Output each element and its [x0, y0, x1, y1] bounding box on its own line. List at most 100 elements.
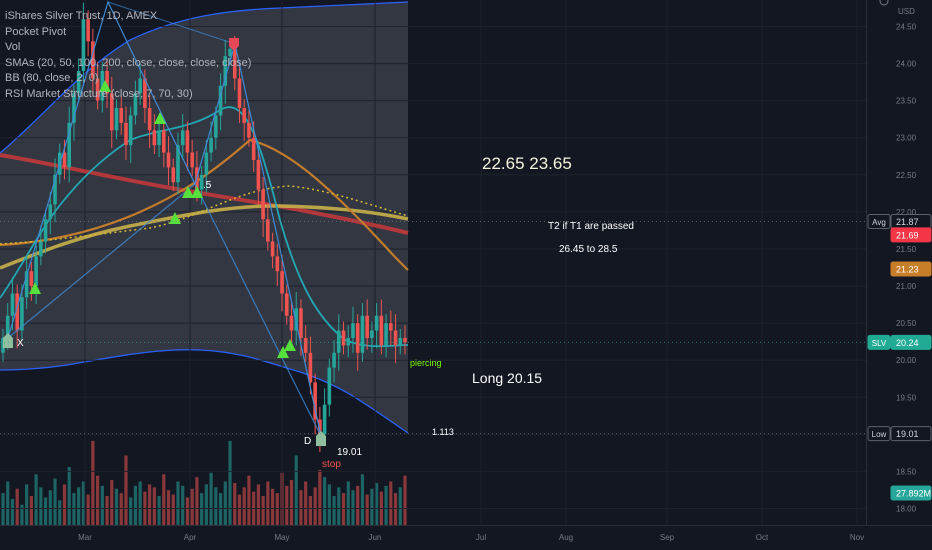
volume-bar	[389, 481, 393, 525]
y-tick-label: 24.50	[896, 23, 917, 32]
x-tick-label: Mar	[78, 533, 92, 542]
x-tick-label: Aug	[559, 533, 573, 542]
volume-bar	[77, 487, 81, 525]
candle-body	[72, 93, 76, 123]
candle-body	[318, 419, 322, 435]
candle-body	[5, 315, 10, 338]
volume-bar	[398, 487, 402, 525]
legend-vol[interactable]: Vol	[5, 41, 21, 53]
candle-body	[346, 337, 351, 346]
candle-body	[351, 323, 355, 338]
candle-body	[251, 137, 256, 160]
price-tag-label: SLV	[872, 339, 887, 348]
candle-body	[190, 152, 194, 168]
price-tag-label: Avg	[872, 218, 886, 227]
volume-bar	[25, 484, 29, 525]
volume-bar	[313, 487, 317, 525]
harmonic-pattern-line	[107, 1, 236, 45]
price-tag-label: Low	[872, 430, 887, 439]
volume-bar	[261, 496, 265, 525]
candle-body	[398, 337, 403, 346]
volume-bar	[341, 493, 346, 525]
t2-range-annotation: 26.45 to 28.5	[559, 244, 618, 255]
volume-bar	[166, 490, 171, 525]
price-value-label: 27.892M	[896, 489, 931, 499]
price-value-label: 19.01	[896, 429, 919, 439]
candle-body	[39, 241, 43, 257]
candle-body	[336, 330, 341, 353]
volume-bar	[332, 496, 336, 525]
volume-bar	[270, 488, 275, 525]
y-tick-label: 21.00	[896, 282, 917, 291]
candle-body	[270, 241, 275, 257]
legend-pocket-pivot[interactable]: Pocket Pivot	[5, 25, 67, 38]
legend-bb[interactable]: BB (80, close, 2, 0)	[5, 72, 99, 84]
price-value-box	[890, 426, 932, 442]
candle-body	[180, 130, 185, 146]
volume-bar	[384, 485, 388, 525]
candle-body	[341, 330, 346, 346]
candle-body	[379, 315, 384, 346]
candle-body	[29, 271, 34, 287]
volume-bar	[162, 474, 166, 525]
volume-bar	[43, 497, 48, 525]
candle-body	[166, 152, 171, 168]
candle-body	[53, 174, 57, 205]
candle-body	[303, 337, 308, 353]
volume-bar	[91, 440, 95, 525]
volume-bar	[304, 481, 308, 525]
price-value-label: 21.23	[896, 264, 919, 274]
candle-body	[355, 323, 360, 353]
volume-bar	[148, 484, 152, 525]
y-tick-label: 18.00	[896, 505, 917, 514]
candle-body	[162, 130, 166, 153]
volume-bar	[171, 494, 175, 525]
y-tick-label: 23.00	[896, 134, 917, 143]
candle-body	[294, 308, 299, 331]
volume-bar	[237, 494, 242, 525]
legend-rsi[interactable]: RSI Market Structure (close, 7, 70, 30)	[5, 87, 193, 100]
volume-bar	[124, 455, 128, 525]
candle-body	[15, 293, 19, 331]
price-tag-box	[867, 426, 891, 442]
candle-body	[299, 308, 303, 338]
ratio-annotation: 1.113	[432, 427, 454, 437]
volume-bar	[58, 500, 62, 525]
price-tag-box	[867, 334, 891, 350]
candle-body	[228, 48, 232, 57]
price-value-box	[890, 334, 932, 350]
volume-bar	[356, 485, 360, 525]
candle-body	[280, 271, 284, 294]
candle-body	[370, 330, 374, 338]
y-tick-label: 22.00	[896, 208, 917, 217]
y-tick-label: 23.50	[896, 97, 917, 106]
candle-body	[275, 256, 280, 272]
volume-bar	[29, 496, 33, 525]
price-value-label: 20.24	[896, 338, 919, 348]
candle-body	[403, 337, 407, 343]
volume-bar	[289, 480, 294, 525]
x-tick-label: Apr	[184, 533, 197, 542]
price-value-box	[890, 485, 932, 501]
pocket-pivot-arrow	[277, 346, 289, 358]
t2-annotation: T2 if T1 are passed	[548, 221, 634, 232]
candle-body	[81, 19, 86, 71]
legend-smas[interactable]: SMAs (20, 50, 100, 200, close, close, cl…	[5, 56, 252, 69]
volume-bar	[62, 484, 67, 525]
volume-bar	[1, 493, 5, 525]
candle-body	[62, 152, 67, 168]
volume-bar	[393, 493, 398, 525]
candle-body	[105, 70, 109, 94]
chart-legend: iShares Silver Trust, 1D, AMEX Pocket Pi…	[5, 9, 251, 102]
volume-bar	[181, 485, 185, 525]
volume-bar	[129, 497, 133, 525]
target-levels-annotation: 22.65 23.65	[482, 154, 572, 173]
volume-bar	[242, 487, 246, 525]
sma-100-line	[0, 204, 409, 270]
volume-bar	[308, 496, 313, 525]
y-tick-label: 22.50	[896, 171, 917, 180]
volume-bar	[39, 487, 43, 525]
candle-body	[133, 93, 138, 116]
candle-body	[10, 293, 15, 316]
